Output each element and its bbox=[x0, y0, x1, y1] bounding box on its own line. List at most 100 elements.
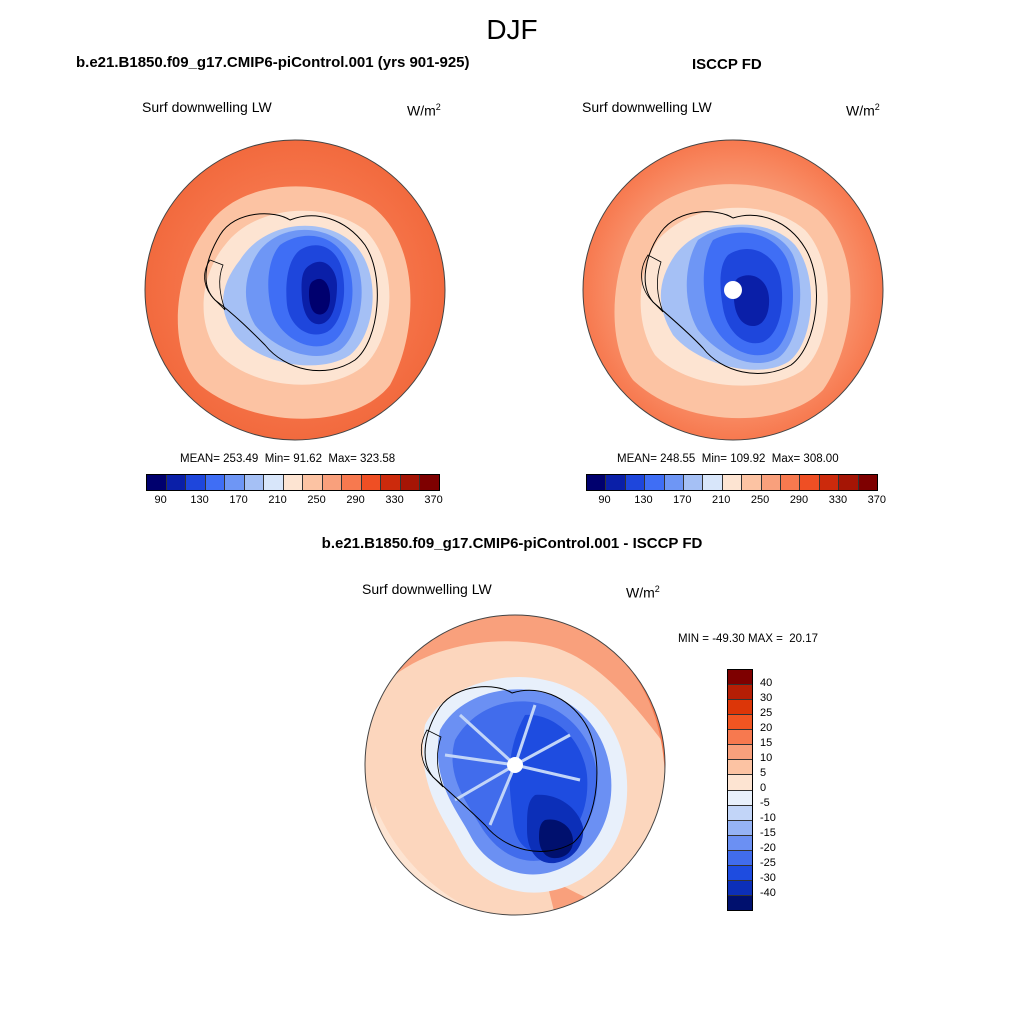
colorbar-swatch bbox=[263, 475, 283, 490]
model-max-value: 323.58 bbox=[360, 453, 396, 465]
colorbar-swatch bbox=[728, 759, 752, 775]
diff-colorbar bbox=[727, 669, 753, 911]
obs-map-border bbox=[582, 139, 884, 441]
colorbar-swatch bbox=[760, 475, 781, 490]
colorbar-tick-label: 25 bbox=[760, 707, 773, 719]
colorbar-tick-label: 10 bbox=[760, 752, 773, 764]
diff-positive-north bbox=[365, 615, 665, 745]
obs-panel-title: ISCCP FD bbox=[692, 56, 762, 73]
colorbar-swatch bbox=[341, 475, 361, 490]
diff-map-border bbox=[364, 614, 666, 916]
colorbar-swatch bbox=[587, 475, 606, 490]
colorbar-swatch bbox=[780, 475, 800, 490]
colorbar-swatch bbox=[624, 475, 645, 490]
colorbar-swatch bbox=[818, 475, 839, 490]
diff-panel-title: b.e21.B1850.f09_g17.CMIP6-piControl.001 … bbox=[321, 535, 703, 552]
obs-max-value: 308.00 bbox=[803, 453, 839, 465]
diff-variable-label: Surf downwelling LW bbox=[362, 581, 492, 597]
colorbar-tick-label: -20 bbox=[760, 842, 776, 854]
colorbar-tick-label: 90 bbox=[154, 494, 167, 506]
colorbar-swatch bbox=[683, 475, 703, 490]
diff-min-value: -49.30 bbox=[712, 633, 745, 645]
model-polar-map bbox=[144, 139, 446, 441]
colorbar-swatch bbox=[741, 475, 761, 490]
diff-radial-streaks bbox=[444, 704, 581, 826]
colorbar-swatch bbox=[728, 699, 752, 715]
colorbar-tick-label: 130 bbox=[190, 494, 209, 506]
colorbar-tick-label: 90 bbox=[598, 494, 611, 506]
colorbar-swatch bbox=[728, 789, 752, 805]
colorbar-swatch bbox=[380, 475, 400, 490]
colorbar-tick-label: 170 bbox=[673, 494, 692, 506]
obs-mean-value: 248.55 bbox=[660, 453, 696, 465]
model-colorbar bbox=[146, 474, 440, 491]
colorbar-swatch bbox=[728, 879, 752, 895]
model-stats: MEAN= 253.49 Min= 91.62 Max= 323.58 bbox=[180, 453, 396, 465]
colorbar-swatch bbox=[721, 475, 742, 490]
colorbar-tick-label: 0 bbox=[760, 782, 767, 794]
colorbar-swatch bbox=[799, 475, 819, 490]
colorbar-tick-label: 290 bbox=[789, 494, 809, 506]
model-peninsula-coast bbox=[204, 259, 226, 311]
colorbar-swatch bbox=[857, 475, 878, 490]
colorbar-tick-label: 210 bbox=[268, 494, 287, 506]
diff-pole-missing-data bbox=[507, 757, 523, 773]
obs-polar-map bbox=[582, 139, 884, 441]
colorbar-swatch bbox=[728, 849, 752, 865]
colorbar-swatch bbox=[605, 475, 625, 490]
model-map-border bbox=[144, 139, 446, 441]
colorbar-tick-label: 40 bbox=[760, 677, 773, 689]
obs-min-value: 109.92 bbox=[730, 453, 766, 465]
colorbar-swatch bbox=[728, 670, 752, 685]
colorbar-tick-label: 210 bbox=[712, 494, 731, 506]
colorbar-swatch bbox=[147, 475, 166, 490]
colorbar-tick-label: -30 bbox=[760, 872, 776, 884]
diff-max-value: 20.17 bbox=[789, 633, 819, 645]
model-units-label: W/m2 bbox=[407, 102, 441, 119]
colorbar-swatch bbox=[644, 475, 664, 490]
model-panel-title: b.e21.B1850.f09_g17.CMIP6-piControl.001 … bbox=[76, 54, 470, 71]
colorbar-swatch bbox=[728, 714, 752, 730]
obs-stats: MEAN= 248.55 Min= 109.92 Max= 308.00 bbox=[617, 453, 839, 465]
colorbar-tick-label: -40 bbox=[760, 887, 776, 899]
diff-minimum bbox=[539, 819, 573, 859]
colorbar-swatch bbox=[282, 475, 303, 490]
colorbar-tick-label: -5 bbox=[760, 797, 770, 809]
diff-peninsula-coast bbox=[420, 729, 444, 788]
colorbar-swatch bbox=[728, 729, 752, 745]
colorbar-swatch bbox=[399, 475, 420, 490]
colorbar-tick-label: 290 bbox=[346, 494, 365, 506]
obs-variable-label: Surf downwelling LW bbox=[582, 99, 712, 115]
colorbar-swatch bbox=[728, 864, 752, 880]
diff-units-label: W/m2 bbox=[626, 584, 660, 601]
diff-positive-south bbox=[545, 875, 625, 915]
colorbar-swatch bbox=[728, 774, 752, 790]
colorbar-swatch bbox=[838, 475, 858, 490]
colorbar-swatch bbox=[243, 475, 264, 490]
season-title: DJF bbox=[486, 14, 538, 45]
colorbar-tick-label: 370 bbox=[424, 494, 443, 506]
colorbar-swatch bbox=[302, 475, 322, 490]
obs-units-label: W/m2 bbox=[846, 102, 880, 119]
obs-colorbar-ticks: 90 130 170 210 250 290 330 370 bbox=[586, 494, 886, 508]
colorbar-swatch bbox=[663, 475, 684, 490]
colorbar-swatch bbox=[728, 834, 752, 850]
obs-peninsula-coast bbox=[641, 254, 664, 313]
colorbar-tick-label: 170 bbox=[229, 494, 248, 506]
colorbar-tick-label: 250 bbox=[750, 494, 770, 506]
colorbar-tick-label: -10 bbox=[760, 812, 776, 824]
colorbar-swatch bbox=[728, 819, 752, 835]
colorbar-swatch bbox=[728, 744, 752, 760]
colorbar-swatch bbox=[419, 475, 439, 490]
colorbar-tick-label: 250 bbox=[307, 494, 326, 506]
colorbar-swatch bbox=[360, 475, 381, 490]
obs-antarctic-core bbox=[733, 275, 770, 326]
colorbar-swatch bbox=[728, 684, 752, 700]
colorbar-tick-label: 330 bbox=[385, 494, 404, 506]
model-colorbar-ticks: 90 130 170 210 250 290 330 370 bbox=[146, 494, 442, 508]
colorbar-tick-label: 5 bbox=[760, 767, 767, 779]
colorbar-swatch bbox=[321, 475, 342, 490]
obs-pole-missing-data bbox=[724, 281, 742, 299]
colorbar-swatch bbox=[728, 894, 752, 910]
colorbar-tick-label: -15 bbox=[760, 827, 776, 839]
